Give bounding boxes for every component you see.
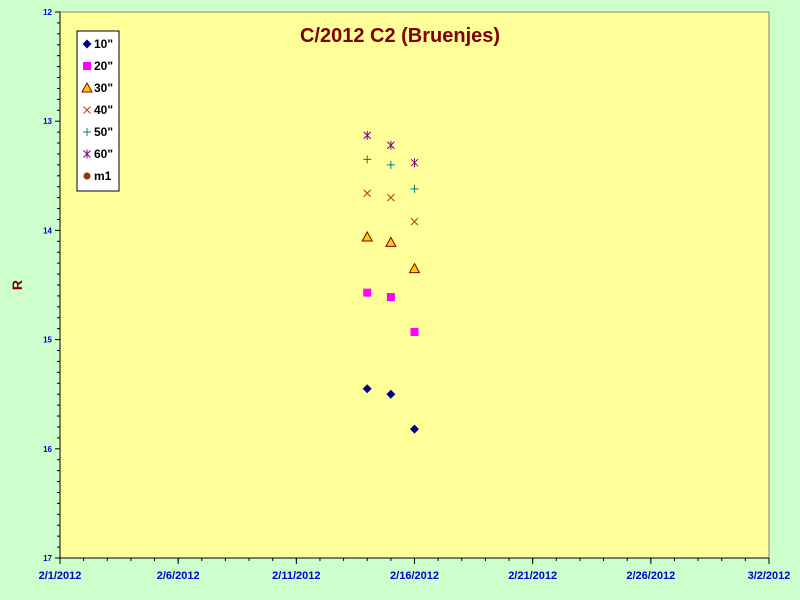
legend-marker bbox=[83, 128, 91, 136]
x-tick-label: 2/16/2012 bbox=[390, 570, 439, 582]
data-point bbox=[362, 384, 372, 394]
data-point bbox=[361, 230, 374, 242]
data-marks bbox=[361, 130, 421, 434]
data-point bbox=[410, 158, 419, 168]
chart-title: C/2012 C2 (Bruenjes) bbox=[300, 25, 500, 47]
y-tick-label: 12 bbox=[43, 8, 52, 17]
x-tick-label: 2/21/2012 bbox=[508, 570, 557, 582]
legend-label: m1 bbox=[94, 169, 112, 183]
data-point bbox=[385, 236, 397, 247]
y-tick-label: 14 bbox=[43, 226, 52, 235]
data-point bbox=[410, 424, 419, 434]
data-point bbox=[410, 327, 419, 336]
data-point bbox=[387, 140, 395, 150]
legend-label: 10" bbox=[94, 37, 113, 51]
legend-label: 40" bbox=[94, 103, 113, 117]
x-tick-label: 3/2/2012 bbox=[748, 570, 791, 582]
x-tick-label: 2/6/2012 bbox=[157, 570, 200, 582]
data-point bbox=[408, 262, 421, 274]
data-point bbox=[363, 288, 372, 297]
legend-box bbox=[76, 30, 120, 192]
data-point bbox=[386, 389, 396, 399]
legend-label: 20" bbox=[94, 59, 113, 73]
plot-area bbox=[59, 11, 770, 559]
data-point bbox=[410, 184, 419, 193]
y-tick-label: 17 bbox=[43, 554, 52, 563]
y-tick-label: 13 bbox=[43, 117, 52, 126]
data-point bbox=[386, 160, 395, 169]
legend-label: 60" bbox=[94, 147, 113, 161]
x-tick-label: 2/1/2012 bbox=[39, 570, 82, 582]
data-point bbox=[363, 155, 372, 164]
data-point bbox=[386, 293, 395, 302]
legend: 10" 20" 30" 40" 50" 60" m1 bbox=[76, 30, 120, 192]
legend-marker bbox=[83, 172, 91, 180]
legend-marker bbox=[83, 149, 91, 159]
data-point bbox=[363, 130, 372, 140]
legend-marker bbox=[81, 81, 93, 93]
data-point bbox=[387, 193, 395, 202]
axes: 12 13 14 15 16 17 2/1/2012 2/6/2012 2/11/2012 2/1… bbox=[39, 8, 791, 582]
y-tick-label: 15 bbox=[43, 336, 52, 345]
legend-marker bbox=[83, 106, 91, 114]
legend-marker bbox=[82, 39, 92, 49]
x-tick-label: 2/11/2012 bbox=[272, 570, 320, 582]
legend-marker bbox=[83, 62, 91, 70]
data-point bbox=[410, 217, 419, 226]
x-tick-label: 2/26/2012 bbox=[626, 570, 675, 582]
legend-label: 50" bbox=[94, 125, 113, 139]
data-point bbox=[363, 189, 372, 198]
y-axis-label: R bbox=[9, 280, 25, 290]
legend-label: 30" bbox=[94, 81, 113, 95]
y-tick-label: 16 bbox=[43, 445, 52, 454]
